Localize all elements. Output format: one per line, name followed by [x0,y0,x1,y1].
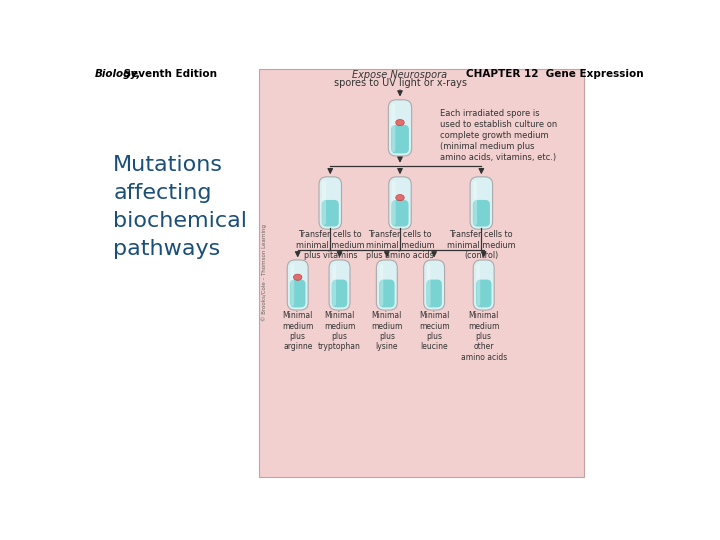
FancyBboxPatch shape [389,177,411,229]
Ellipse shape [396,119,404,126]
FancyBboxPatch shape [319,177,341,229]
FancyBboxPatch shape [473,181,477,225]
FancyBboxPatch shape [423,260,444,310]
Text: Mutations
affecting
biochemical
pathways: Mutations affecting biochemical pathways [113,156,247,259]
FancyBboxPatch shape [473,200,490,226]
Text: Biology,: Biology, [94,70,141,79]
FancyBboxPatch shape [379,280,395,307]
Text: Minimal
medium
plus
lysine: Minimal medium plus lysine [371,311,402,352]
Text: Minimal
medium
plus
tryptophan: Minimal medium plus tryptophan [318,311,361,352]
FancyBboxPatch shape [332,280,347,307]
FancyBboxPatch shape [379,264,383,306]
Text: Transfer cells to
minimal medium
(control): Transfer cells to minimal medium (contro… [447,231,516,260]
Text: Minimal
mecium
plus
leucine: Minimal mecium plus leucine [419,311,449,352]
FancyBboxPatch shape [477,264,480,306]
Ellipse shape [294,274,302,280]
FancyBboxPatch shape [322,200,339,226]
FancyBboxPatch shape [476,280,492,307]
FancyBboxPatch shape [426,280,442,307]
FancyBboxPatch shape [473,260,494,310]
FancyBboxPatch shape [392,181,396,225]
Text: Seventh Edition: Seventh Edition [120,70,217,79]
Text: CHAPTER 12  Gene Expression: CHAPTER 12 Gene Expression [466,70,644,79]
Text: Transfer cells to
minimal medium
plus amino acids: Transfer cells to minimal medium plus am… [366,231,434,260]
FancyBboxPatch shape [391,125,409,153]
FancyBboxPatch shape [322,181,326,225]
Text: spores to UV light or x-rays: spores to UV light or x-rays [333,78,467,88]
FancyBboxPatch shape [290,280,305,307]
Text: Minimal
medium
plus
other
amino acids: Minimal medium plus other amino acids [461,311,507,362]
FancyBboxPatch shape [388,100,412,156]
FancyBboxPatch shape [259,69,585,477]
FancyBboxPatch shape [287,260,308,310]
FancyBboxPatch shape [427,264,431,306]
FancyBboxPatch shape [377,260,397,310]
FancyBboxPatch shape [470,177,492,229]
Text: Transfer cells to
minimal medium
plus vitamins: Transfer cells to minimal medium plus vi… [296,231,364,260]
Text: Minimal
medium
plus
arginne: Minimal medium plus arginne [282,311,313,352]
FancyBboxPatch shape [290,264,294,306]
Text: Each irradiated spore is
used to establish culture on
complete growth medium
(mi: Each irradiated spore is used to establi… [441,109,557,162]
FancyBboxPatch shape [392,200,408,226]
Ellipse shape [396,194,404,201]
Text: Expose Neurospora: Expose Neurospora [352,70,448,80]
Text: © Brooks/Cole – Thomson Learning: © Brooks/Cole – Thomson Learning [261,224,267,321]
FancyBboxPatch shape [329,260,350,310]
FancyBboxPatch shape [332,264,336,306]
FancyBboxPatch shape [392,104,395,152]
